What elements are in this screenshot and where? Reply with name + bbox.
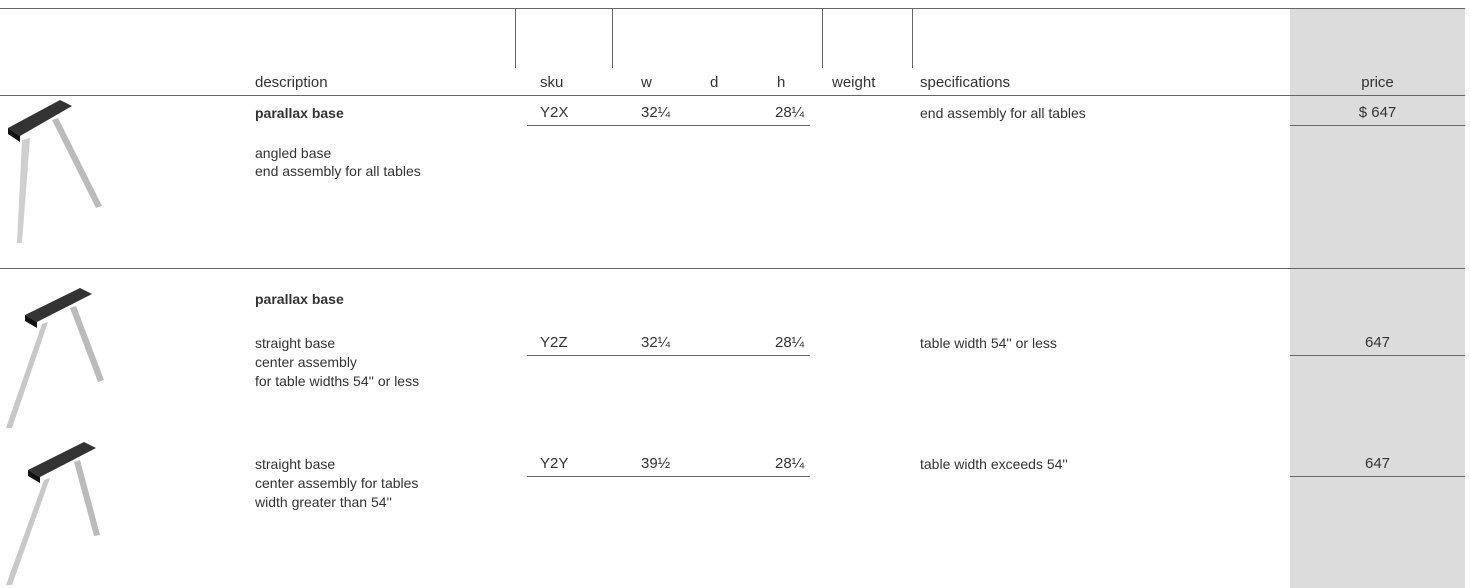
header-cell: description — [255, 74, 328, 91]
header-cell: specifications — [920, 74, 1011, 91]
specifications: table width exceeds 54'' — [920, 456, 1068, 472]
product-image — [6, 288, 104, 428]
description: width greater than 54'' — [255, 494, 392, 510]
rule — [527, 476, 810, 477]
sku: Y2X — [540, 104, 569, 121]
description: angled base — [255, 145, 332, 161]
header-cell: sku — [540, 74, 564, 91]
header-cell: weight — [832, 74, 876, 91]
rule — [0, 95, 1465, 96]
specifications: end assembly for all tables — [920, 105, 1086, 121]
product-name: parallax base — [255, 105, 344, 121]
rule — [0, 8, 1465, 9]
rule — [612, 8, 613, 68]
sku: Y2Z — [540, 334, 568, 351]
description: straight base — [255, 456, 336, 472]
description: straight base — [255, 335, 336, 351]
sku: Y2Y — [540, 455, 569, 472]
height: 28¼ — [775, 104, 805, 121]
description: for table widths 54'' or less — [255, 373, 420, 389]
description: center assembly — [255, 354, 357, 370]
product-image — [6, 442, 100, 585]
width: 32¼ — [641, 334, 671, 351]
rule — [527, 125, 810, 126]
rule — [912, 8, 913, 68]
height: 28¼ — [775, 455, 805, 472]
rule — [822, 8, 823, 68]
header-cell: h — [777, 74, 786, 91]
width: 39½ — [641, 455, 671, 472]
product-name: parallax base — [255, 291, 344, 307]
header-cell: price — [1361, 74, 1394, 91]
rule — [1290, 355, 1465, 356]
price-column — [1290, 8, 1465, 588]
specifications: table width 54'' or less — [920, 335, 1057, 351]
description: end assembly for all tables — [255, 163, 421, 179]
header-cell: w — [641, 74, 652, 91]
rule — [1290, 125, 1465, 126]
header-cell: d — [710, 74, 719, 91]
price: 647 — [1364, 455, 1391, 472]
product-image — [8, 100, 102, 243]
rule — [527, 355, 810, 356]
width: 32¼ — [641, 104, 671, 121]
rule — [515, 8, 516, 68]
price: 647 — [1364, 334, 1391, 351]
height: 28¼ — [775, 334, 805, 351]
description: center assembly for tables — [255, 475, 419, 491]
rule — [0, 268, 1465, 269]
price: $ 647 — [1358, 104, 1397, 121]
rule — [1290, 476, 1465, 477]
